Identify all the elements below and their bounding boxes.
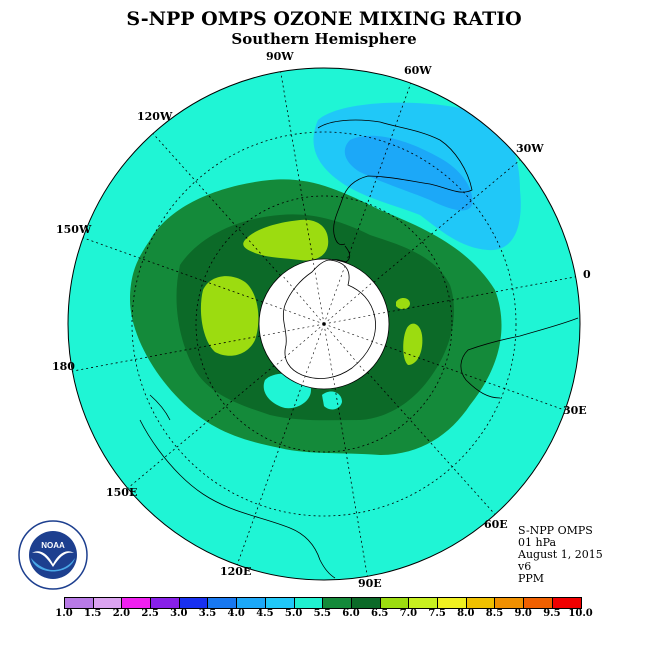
colorbar-tick-label: 9.5 bbox=[543, 608, 561, 619]
colorbar-segment bbox=[208, 598, 238, 608]
colorbar-segment bbox=[122, 598, 152, 608]
colorbar bbox=[64, 597, 583, 609]
colorbar-tick-label: 5.5 bbox=[313, 608, 331, 619]
logo-text: NOAA bbox=[41, 541, 65, 550]
info-block: S-NPP OMPS 01 hPa August 1, 2015 v6 PPM bbox=[518, 525, 603, 585]
lon-label-120w: 120W bbox=[137, 110, 173, 123]
info-version: v6 bbox=[518, 560, 532, 573]
info-level: 01 hPa bbox=[518, 536, 557, 549]
africa-outline bbox=[460, 317, 579, 399]
polar-graticule bbox=[259, 259, 389, 389]
colorbar-segment bbox=[65, 598, 94, 608]
colorbar-tick-label: 9.0 bbox=[514, 608, 532, 619]
contour-6-6.5-b bbox=[200, 276, 259, 356]
colorbar-segment bbox=[351, 598, 381, 608]
map-title: S-NPP OMPS OZONE MIXING RATIO bbox=[126, 8, 522, 30]
colorbar-tick-label: 2.5 bbox=[141, 608, 159, 619]
colorbar-segment bbox=[437, 598, 467, 608]
colorbar-segment bbox=[265, 598, 295, 608]
lon-label-150e: 150E bbox=[106, 486, 137, 499]
south-pole-marker bbox=[322, 322, 326, 326]
lon-label-120e: 120E bbox=[220, 565, 251, 578]
colorbar-tick-label: 5.0 bbox=[284, 608, 303, 619]
colorbar-tick-label: 8.5 bbox=[485, 608, 504, 619]
colorbar-segment bbox=[294, 598, 324, 608]
colorbar-segment bbox=[151, 598, 180, 608]
colorbar-tick-label: 7.5 bbox=[428, 608, 446, 619]
colorbar-tick-label: 4.0 bbox=[227, 608, 245, 619]
contour-6-6.5-d bbox=[396, 298, 410, 310]
colorbar-segment bbox=[237, 598, 266, 608]
australia-outline bbox=[139, 419, 336, 579]
colorbar-tick-label: 4.5 bbox=[256, 608, 274, 619]
colorbar-tick-label: 1.0 bbox=[55, 608, 73, 619]
lon-label-30w: 30W bbox=[516, 142, 544, 155]
colorbar-segment bbox=[380, 598, 410, 608]
colorbar-segment bbox=[466, 598, 496, 608]
colorbar-tick-label: 3.5 bbox=[198, 608, 217, 619]
contour-6-6.5-c bbox=[403, 323, 423, 365]
contour-3.5-4 bbox=[344, 135, 473, 211]
contour-6-6.5-a bbox=[243, 219, 329, 261]
lon-label-0: 0 bbox=[583, 268, 591, 281]
colorbar-ticks: 1.0 1.5 2.0 2.5 3.0 3.5 4.0 4.5 5.0 5.5 6.0 6.5 7.0 7… bbox=[55, 608, 616, 622]
globe-border bbox=[67, 67, 581, 581]
lon-label-60e: 60E bbox=[484, 518, 508, 531]
colorbar-tick-label: 8.0 bbox=[457, 608, 475, 619]
lon-label-60w: 60W bbox=[404, 64, 432, 77]
colorbar-segment bbox=[179, 598, 209, 608]
info-instrument: S-NPP OMPS bbox=[518, 524, 593, 537]
colorbar-segment bbox=[552, 598, 582, 608]
info-units: PPM bbox=[518, 572, 545, 585]
new-zealand-outline bbox=[149, 394, 171, 421]
lon-label-90w: 90W bbox=[266, 50, 294, 63]
map-subtitle: Southern Hemisphere bbox=[231, 30, 417, 48]
colorbar-tick-label: 3.0 bbox=[170, 608, 188, 619]
colorbar-segment bbox=[524, 598, 553, 608]
south-america-outline bbox=[317, 119, 473, 246]
colorbar-segment bbox=[409, 598, 438, 608]
colorbar-segment bbox=[495, 598, 524, 608]
lon-label-90e: 90E bbox=[358, 577, 382, 590]
colorbar-tick-label: 2.0 bbox=[112, 608, 131, 619]
colorbar-tick-label: 10.0 bbox=[568, 608, 593, 619]
colorbar-tick-label: 6.0 bbox=[342, 608, 360, 619]
noaa-logo: NOAA bbox=[18, 520, 88, 590]
lon-label-180: 180 bbox=[52, 360, 75, 373]
info-date: August 1, 2015 bbox=[518, 548, 603, 561]
lon-label-30e: 30E bbox=[563, 404, 587, 417]
lon-label-150w: 150W bbox=[56, 223, 92, 236]
colorbar-tick-label: 7.0 bbox=[399, 608, 418, 619]
contour-gap-b bbox=[322, 391, 342, 410]
colorbar-segment bbox=[93, 598, 123, 608]
colorbar-segment bbox=[323, 598, 352, 608]
colorbar-tick-label: 6.5 bbox=[370, 608, 389, 619]
colorbar-tick-label: 1.5 bbox=[83, 608, 102, 619]
antarctica-outline bbox=[282, 259, 376, 379]
